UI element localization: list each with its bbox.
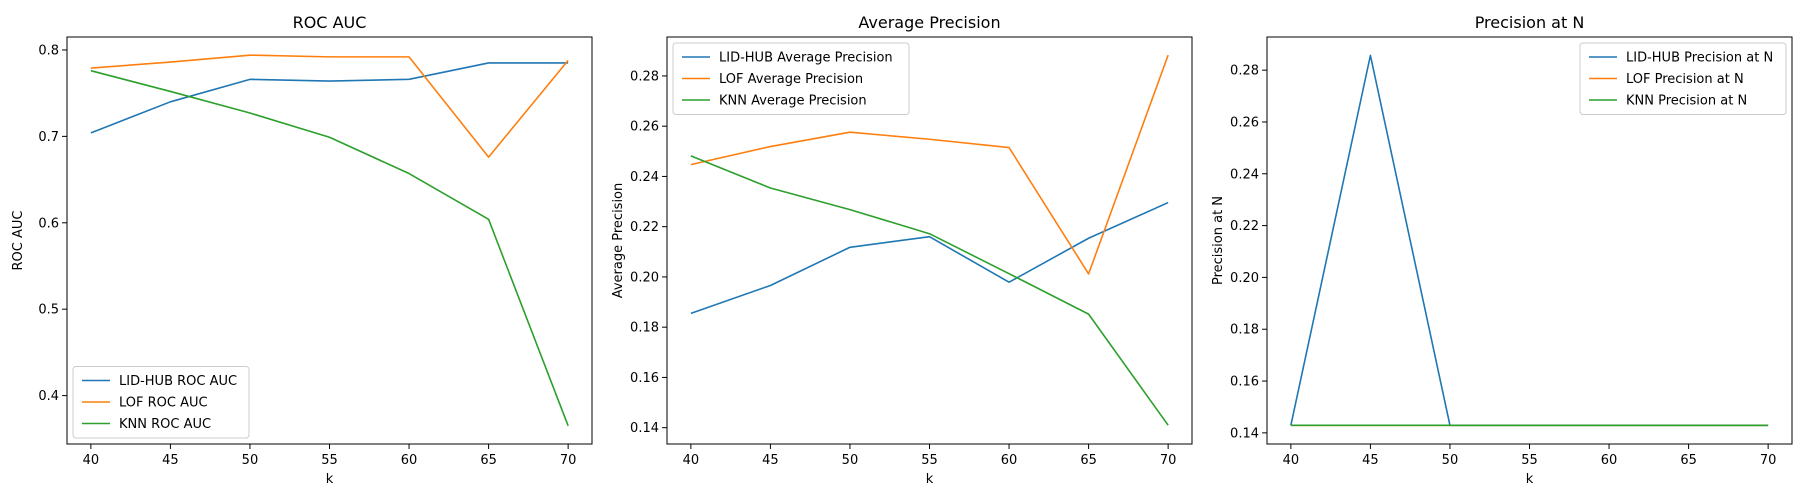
series-line-lid-hub — [690, 201, 1169, 315]
legend-label: KNN Average Precision — [719, 94, 867, 109]
x-tick-label: 55 — [921, 453, 938, 468]
series-line-knn — [90, 69, 569, 427]
y-tick-label: 0.18 — [1230, 323, 1259, 338]
y-tick-label: 0.26 — [1230, 115, 1259, 130]
x-axis-label: k — [926, 472, 934, 487]
series-line-lid-hub — [90, 62, 569, 134]
series-line-lof — [90, 54, 569, 158]
x-tick-label: 70 — [560, 453, 577, 468]
x-tick-label: 55 — [321, 453, 338, 468]
series-line-knn — [690, 155, 1169, 426]
x-axis-label: k — [1526, 472, 1534, 487]
legend-label: LOF Precision at N — [1626, 72, 1744, 87]
x-tick-label: 60 — [1601, 453, 1618, 468]
y-tick-label: 0.24 — [1230, 167, 1259, 182]
chart-title: Average Precision — [858, 13, 1000, 32]
x-tick-label: 65 — [1080, 453, 1097, 468]
y-tick-label: 0.8 — [38, 43, 59, 58]
legend-label: KNN ROC AUC — [119, 417, 211, 432]
chart-title: ROC AUC — [293, 13, 367, 32]
legend: LID-HUB Precision at N LOF Precision at N… — [1579, 42, 1787, 115]
legend-box — [1579, 42, 1787, 115]
chart-title: Precision at N — [1475, 13, 1585, 32]
y-tick-label: 0.16 — [1230, 375, 1259, 390]
chart-1: 40 45 50 55 60 65 70 0.4 0.5 0.6 0.7 0.8 ROC AUC k ROC… — [11, 13, 593, 487]
legend-label: LOF ROC AUC — [119, 396, 208, 411]
y-tick-label: 0.6 — [38, 216, 59, 231]
x-tick-label: 70 — [1760, 453, 1777, 468]
x-tick-label: 65 — [480, 453, 497, 468]
legend-box — [72, 366, 250, 439]
legend-label: LOF Average Precision — [719, 72, 863, 87]
y-axis-label: Average Precision — [611, 183, 626, 299]
legend-label: LID-HUB Precision at N — [1626, 51, 1773, 66]
x-tick-label: 40 — [83, 453, 100, 468]
y-tick-label: 0.7 — [38, 130, 59, 145]
x-axis-label: k — [326, 472, 334, 487]
y-tick-label: 0.26 — [630, 120, 659, 135]
chart-3: 40 45 50 55 60 65 70 0.14 0.16 0.18 0.20 0.22 0.24 0.… — [1211, 13, 1793, 487]
x-tick-label: 55 — [1521, 453, 1538, 468]
y-tick-label: 0.28 — [630, 69, 659, 84]
y-tick-label: 0.20 — [1230, 271, 1259, 286]
y-tick-label: 0.4 — [38, 389, 59, 404]
y-tick-label: 0.14 — [630, 421, 659, 436]
y-tick-label: 0.20 — [630, 270, 659, 285]
x-tick-label: 45 — [762, 453, 779, 468]
x-tick-label: 50 — [1442, 453, 1459, 468]
y-tick-label: 0.14 — [1230, 426, 1259, 441]
legend: LID-HUB Average Precision LOF Average Pre… — [672, 42, 910, 115]
y-tick-label: 0.28 — [1230, 64, 1259, 79]
legend: LID-HUB ROC AUC LOF ROC AUC KNN ROC AUC — [72, 366, 250, 439]
x-tick-label: 65 — [1680, 453, 1697, 468]
series-line-lof — [690, 54, 1169, 275]
legend-label: LID-HUB Average Precision — [719, 51, 893, 66]
x-tick-label: 60 — [401, 453, 418, 468]
y-tick-label: 0.24 — [630, 170, 659, 185]
y-tick-label: 0.22 — [1230, 219, 1259, 234]
chart-2: 40 45 50 55 60 65 70 0.14 0.16 0.18 0.20 0.22 0.24 0.… — [611, 13, 1193, 487]
x-tick-label: 45 — [1362, 453, 1379, 468]
x-tick-label: 50 — [242, 453, 259, 468]
legend-label: KNN Precision at N — [1626, 94, 1747, 109]
x-tick-label: 40 — [683, 453, 700, 468]
y-tick-label: 0.22 — [630, 220, 659, 235]
y-tick-label: 0.18 — [630, 321, 659, 336]
x-tick-label: 60 — [1001, 453, 1018, 468]
x-tick-label: 50 — [842, 453, 859, 468]
legend-box — [672, 42, 910, 115]
y-tick-label: 0.16 — [630, 371, 659, 386]
x-tick-label: 70 — [1160, 453, 1177, 468]
x-tick-label: 45 — [162, 453, 179, 468]
y-tick-label: 0.5 — [38, 303, 59, 318]
legend-label: LID-HUB ROC AUC — [119, 374, 237, 389]
y-axis-label: ROC AUC — [11, 211, 26, 271]
x-tick-label: 40 — [1283, 453, 1300, 468]
y-axis-label: Precision at N — [1211, 196, 1226, 285]
